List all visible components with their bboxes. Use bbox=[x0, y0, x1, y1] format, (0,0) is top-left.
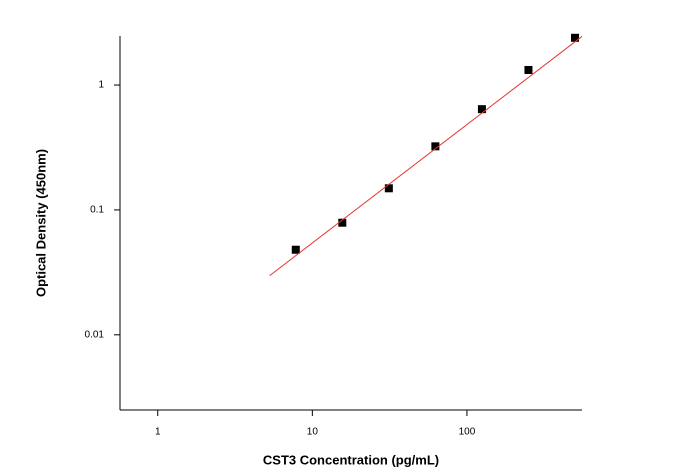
data-point bbox=[338, 218, 347, 227]
y-axis-label: Optical Density (450nm) bbox=[33, 149, 48, 297]
x-tick-label: 100 bbox=[459, 427, 476, 438]
y-tick-label: 1 bbox=[98, 80, 104, 91]
fit-line bbox=[269, 36, 583, 276]
data-point bbox=[570, 33, 579, 42]
data-point bbox=[524, 65, 533, 74]
x-tick-label: 1 bbox=[155, 427, 161, 438]
x-tick-label: 10 bbox=[307, 427, 319, 438]
data-point bbox=[291, 245, 300, 254]
data-point bbox=[431, 142, 440, 151]
data-point bbox=[384, 184, 393, 193]
x-axis-label: CST3 Concentration (pg/mL) bbox=[263, 452, 439, 467]
y-tick-label: 0.1 bbox=[90, 205, 104, 216]
data-point bbox=[477, 105, 486, 114]
y-tick-label: 0.01 bbox=[85, 329, 105, 340]
